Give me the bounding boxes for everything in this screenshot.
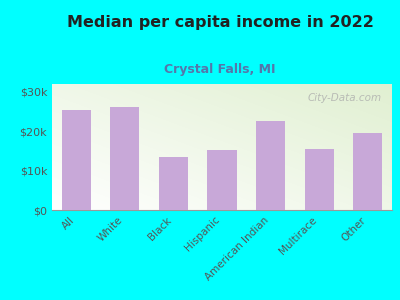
Bar [304,148,334,210]
Bar [208,150,236,210]
Bar [110,107,140,210]
Text: Crystal Falls, MI: Crystal Falls, MI [164,63,276,76]
Bar [62,110,91,210]
Text: Median per capita income in 2022: Median per capita income in 2022 [66,15,374,30]
Text: City-Data.com: City-Data.com [308,93,382,103]
Bar [353,133,382,210]
Bar [159,157,188,210]
Bar [256,122,285,210]
